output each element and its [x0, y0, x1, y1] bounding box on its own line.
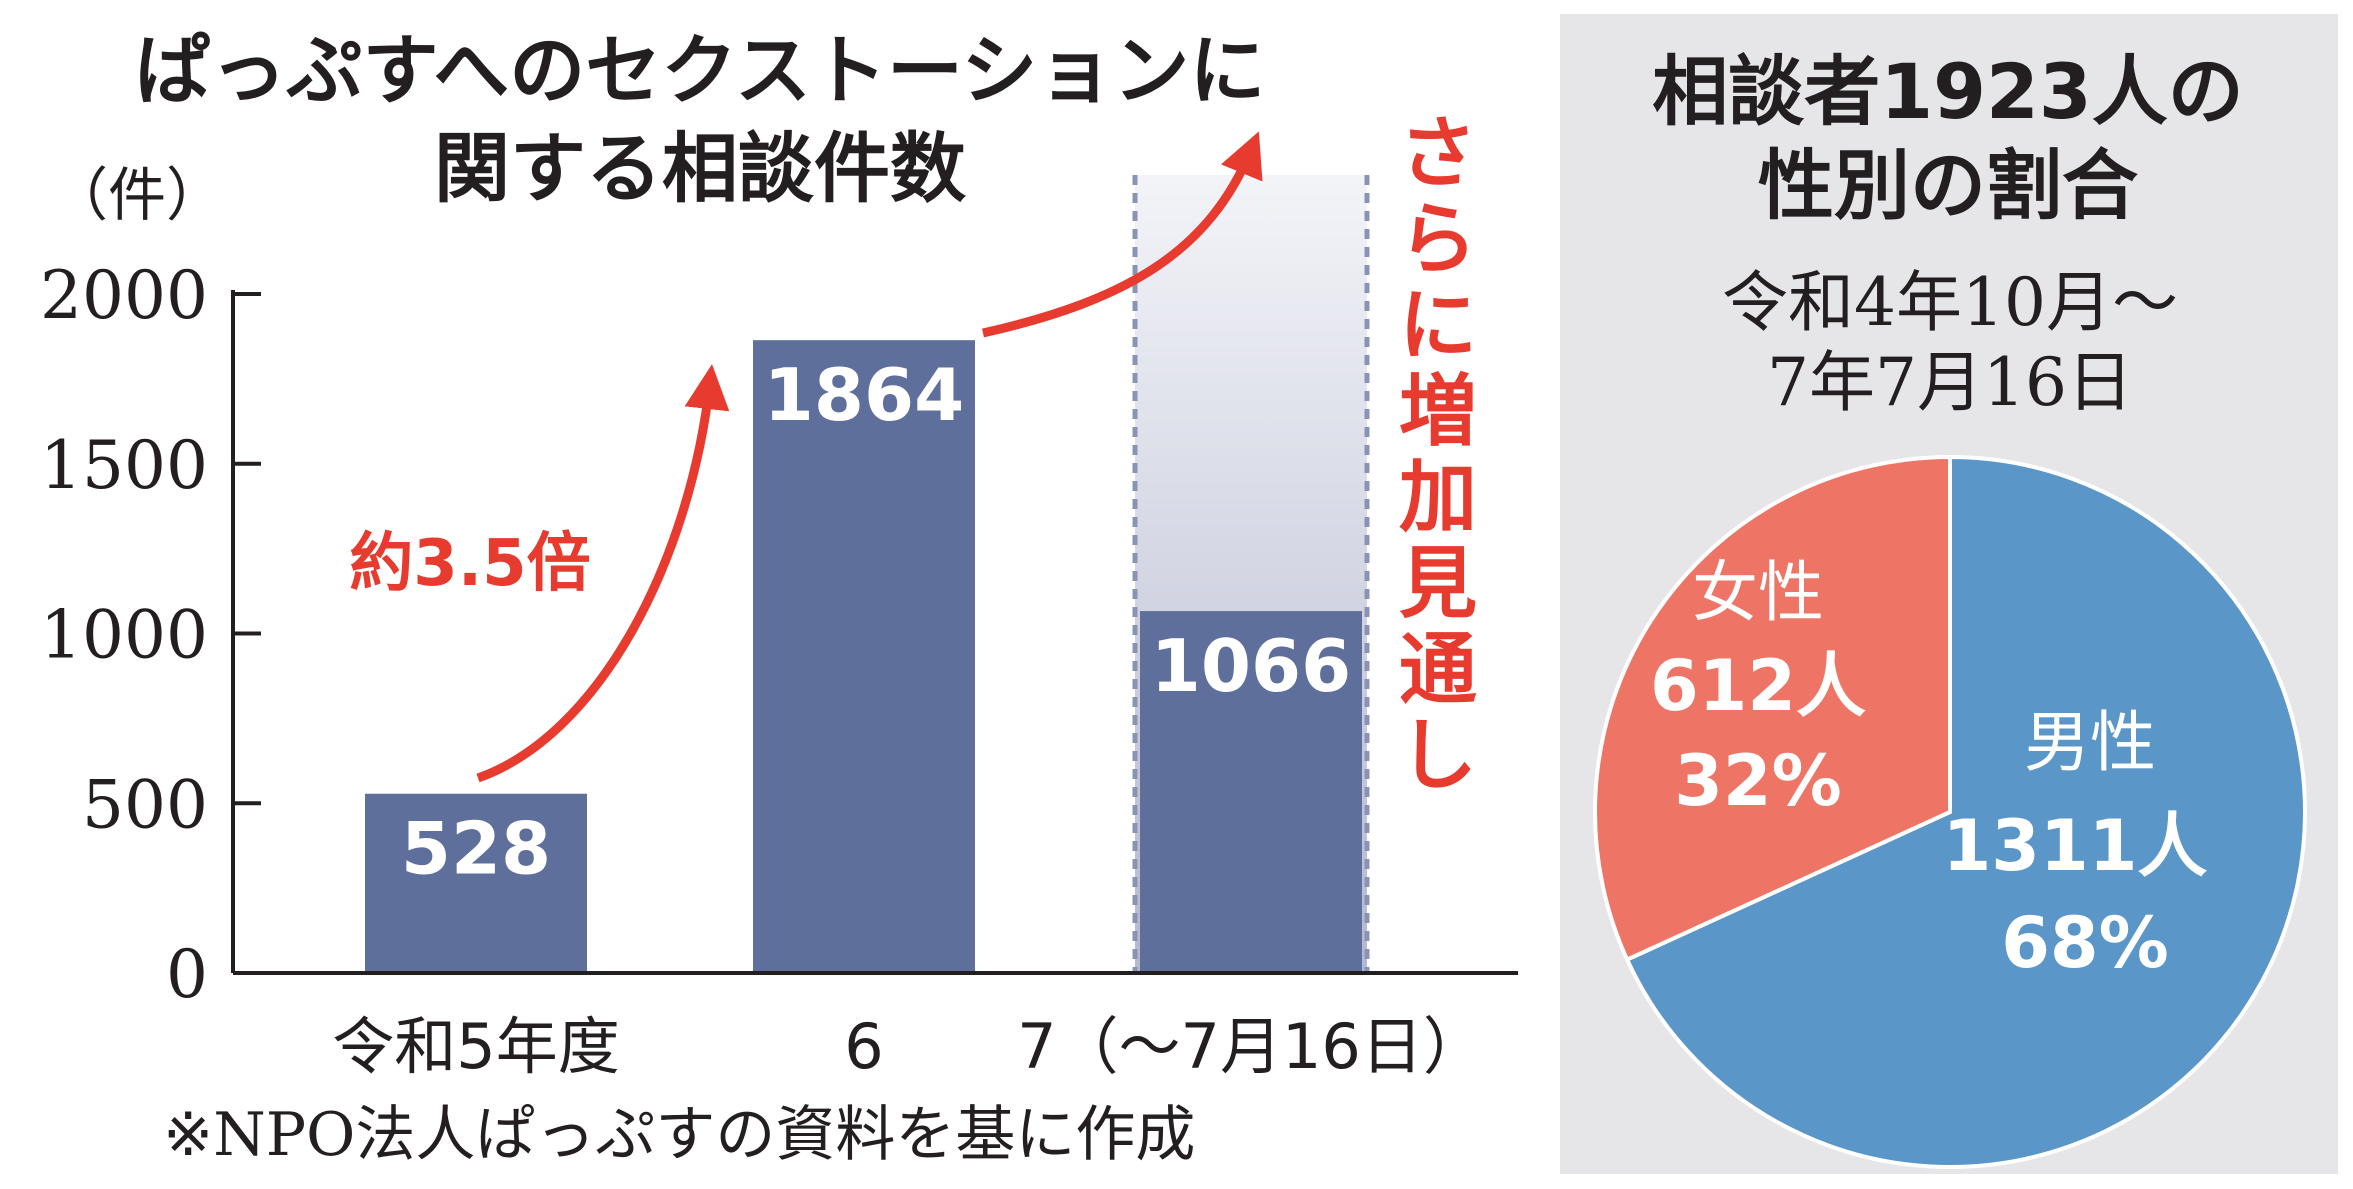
pie-count-male: 1311人: [1943, 805, 2208, 887]
bar-1: [753, 340, 975, 973]
projection-label-char-1: ら: [1399, 195, 1477, 285]
y-tick-label-3: 1500: [40, 427, 208, 504]
pie-title-line-1: 相談者1923人の: [1652, 47, 2244, 136]
pie-title-line-2: 性別の割合: [1758, 141, 2138, 230]
y-axis-unit: （件）: [50, 161, 224, 229]
pie-slice-1: [1593, 454, 1952, 963]
pie-slice-0: [1624, 454, 2307, 1169]
pie-percent-female: 32%: [1674, 740, 1842, 822]
source-note: ※NPO法人ぱっぷすの資料を基に作成: [163, 1100, 1195, 1170]
x-category-label-2: 7（〜7月16日）: [1017, 1010, 1485, 1083]
bar-value-label-2: 1066: [1151, 624, 1351, 708]
growth-arrow-2: [982, 131, 1263, 338]
projection-label-char-4: 加: [1399, 453, 1477, 543]
pie-count-female: 612人: [1650, 645, 1866, 727]
projection-label-char-7: し: [1399, 711, 1477, 801]
projection-label-char-3: 増: [1399, 367, 1477, 457]
pie-subtitle-line-1: 令和4年10月〜: [1722, 264, 2178, 341]
pie-subtitle-line-2: 7年7月16日: [1767, 344, 2133, 421]
pie-percent-male: 68%: [2001, 902, 2169, 984]
x-category-label-0: 令和5年度: [332, 1010, 619, 1083]
y-tick-label-0: 0: [166, 936, 208, 1013]
bar-title-line-2: 関する相談件数: [434, 124, 966, 213]
projection-label-char-6: 通: [1399, 625, 1477, 715]
bar-title-line-1: ぱっぷすへのセクストーションに: [135, 26, 1266, 115]
pie-label-male: 男性: [2024, 704, 2156, 781]
projection-label-char-2: に: [1399, 281, 1477, 371]
y-tick-label-4: 2000: [40, 257, 208, 334]
pie-chart: [1593, 454, 2307, 1169]
annotation-growth: 約3.5倍: [349, 527, 590, 601]
pie-label-female: 女性: [1692, 554, 1824, 631]
bar-2: [1140, 611, 1362, 973]
bar-value-label-1: 1864: [764, 353, 964, 437]
x-category-label-1: 6: [844, 1010, 883, 1083]
bar-value-label-0: 528: [401, 807, 551, 891]
growth-arrow-1: [476, 364, 730, 783]
y-tick-label-2: 1000: [40, 597, 208, 674]
y-tick-label-1: 500: [82, 766, 208, 843]
bar-0: [365, 793, 587, 973]
bar-chart: 528 1864 1066 0 500 1000 1500 2000 令和5年度 6 7（〜7月16…: [40, 131, 1518, 1083]
projection-label-char-0: さ: [1399, 109, 1477, 199]
projection-label-char-5: 見: [1399, 539, 1477, 629]
